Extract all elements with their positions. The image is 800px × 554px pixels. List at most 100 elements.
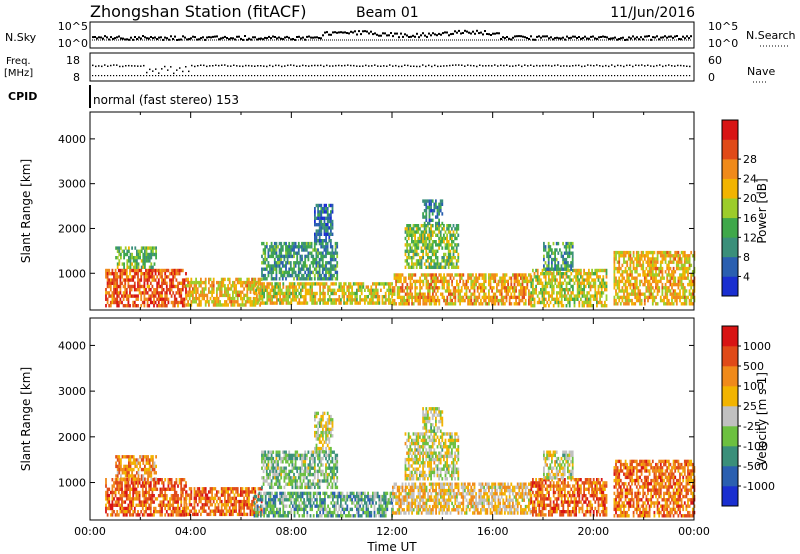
velocity-echo-cell — [121, 481, 123, 485]
power-echo-cell — [619, 295, 622, 300]
power-echo-cell — [666, 263, 669, 268]
nave-point — [395, 64, 397, 67]
nsearch-point — [676, 39, 677, 41]
power-echo-cell — [425, 265, 428, 269]
power-echo-cell — [277, 264, 279, 268]
power-echo-cell — [200, 280, 202, 285]
power-echo-cell — [518, 282, 521, 287]
power-echo-cell — [417, 262, 420, 266]
power-echo-cell — [631, 260, 633, 264]
power-echo-cell — [127, 300, 130, 305]
power-echo-cell — [449, 292, 452, 296]
power-echo-cell — [283, 254, 286, 259]
power-echo-cell — [488, 289, 490, 293]
nave-point — [506, 64, 508, 66]
power-echo-cell — [515, 273, 517, 277]
power-echo-cell — [148, 288, 151, 292]
nsky-point — [602, 35, 604, 38]
power-echo-cell — [396, 286, 399, 290]
nsearch-point — [104, 39, 105, 41]
power-echo-cell — [325, 223, 327, 227]
nsky-point — [688, 37, 690, 40]
power-echo-cell — [476, 276, 479, 280]
freq-point — [107, 75, 109, 77]
power-echo-cell — [492, 302, 495, 306]
power-echo-cell — [602, 275, 605, 279]
power-echo-cell — [246, 300, 249, 304]
power-echo-cell — [291, 270, 294, 275]
power-echo-cell — [473, 286, 476, 290]
power-echo-cell — [422, 252, 424, 257]
power-echo-cell — [623, 282, 625, 287]
power-echo-cell — [659, 279, 662, 284]
nave-point — [650, 65, 652, 67]
power-echo-cell — [406, 233, 408, 237]
power-echo-cell — [621, 295, 624, 300]
power-echo-cell — [216, 290, 218, 294]
power-echo-cell — [643, 270, 646, 274]
power-echo-cell — [317, 207, 319, 211]
power-echo-cell — [682, 292, 685, 296]
power-echo-cell — [543, 267, 545, 271]
freq-point — [536, 75, 538, 77]
power-echo-cell — [435, 221, 437, 226]
power-echo-cell — [227, 296, 229, 301]
velocity-echo-cell — [109, 506, 112, 511]
power-echo-cell — [560, 254, 563, 259]
power-echo-cell — [173, 272, 176, 276]
power-echo-cell — [425, 259, 428, 263]
power-echo-cell — [452, 292, 455, 296]
power-echo-cell — [496, 298, 498, 303]
nsearch-point — [454, 39, 455, 41]
nsearch-point — [154, 39, 155, 41]
velocity-echo-cell — [106, 497, 109, 501]
power-echo-cell — [454, 243, 456, 247]
power-echo-cell — [325, 277, 327, 281]
power-echo-cell — [447, 262, 450, 266]
power-echo-cell — [291, 273, 294, 278]
power-echo-cell — [293, 241, 295, 246]
freq-point — [557, 75, 559, 77]
nsearch-point — [434, 39, 435, 41]
power-echo-cell — [275, 241, 278, 246]
power-echo-cell — [422, 215, 424, 219]
power-echo-cell — [130, 278, 133, 282]
nsearch-point — [406, 39, 407, 41]
power-echo-cell — [441, 212, 444, 216]
power-echo-cell — [227, 277, 229, 282]
nsearch-point — [308, 39, 309, 41]
power-echo-cell — [425, 279, 428, 284]
power-echo-cell — [432, 289, 434, 293]
freq-point — [92, 75, 94, 77]
power-echo-cell — [560, 281, 563, 285]
nsky-point — [474, 32, 476, 35]
power-echo-cell — [230, 296, 233, 301]
nsearch-point — [462, 39, 463, 41]
power-echo-cell — [172, 278, 175, 282]
power-echo-cell — [320, 257, 323, 262]
power-echo-cell — [663, 286, 665, 290]
power-echo-cell — [472, 286, 474, 290]
nave-point — [686, 65, 688, 67]
power-echo-cell — [483, 292, 485, 296]
power-echo-cell — [671, 282, 673, 287]
freq-point — [659, 75, 661, 77]
velocity-echo-cell — [113, 490, 115, 495]
power-echo-cell — [180, 291, 183, 295]
freq-point — [224, 75, 226, 77]
power-echo-cell — [581, 304, 584, 308]
power-echo-cell — [589, 272, 592, 276]
power-echo-cell — [420, 249, 423, 253]
power-echo-cell — [475, 298, 477, 303]
power-echo-cell — [494, 295, 497, 300]
power-echo-cell — [322, 207, 324, 211]
freq-point — [674, 75, 676, 77]
power-echo-cell — [362, 298, 365, 302]
freq-point — [188, 75, 190, 77]
power-echo-cell — [496, 273, 498, 277]
power-echo-cell — [137, 288, 139, 292]
power-echo-cell — [669, 257, 672, 261]
power-echo-cell — [548, 278, 550, 282]
power-echo-cell — [302, 261, 305, 265]
power-echo-cell — [217, 287, 220, 291]
